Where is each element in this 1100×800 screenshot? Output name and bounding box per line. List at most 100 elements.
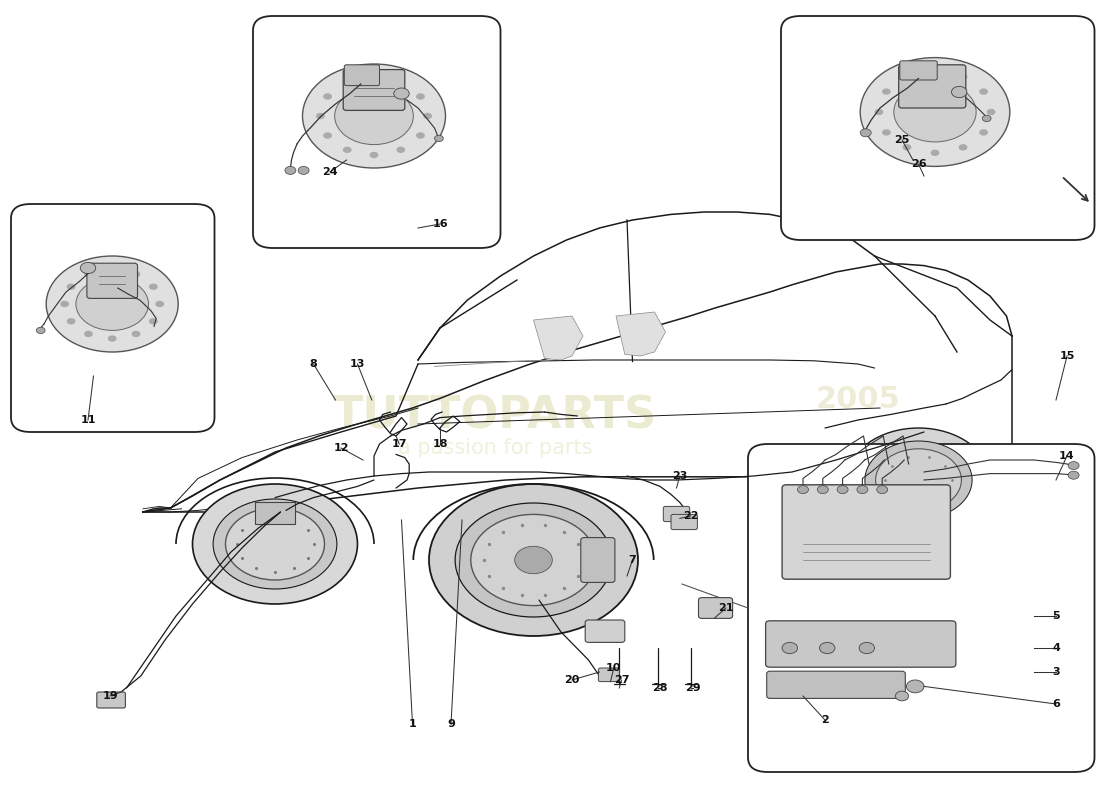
Circle shape (396, 146, 405, 153)
Text: 20: 20 (564, 675, 580, 685)
FancyBboxPatch shape (343, 70, 405, 110)
FancyBboxPatch shape (782, 485, 950, 579)
Text: 9: 9 (447, 719, 455, 729)
Circle shape (859, 642, 874, 654)
Circle shape (323, 94, 332, 100)
Circle shape (837, 486, 848, 494)
Circle shape (895, 691, 909, 701)
Circle shape (132, 271, 141, 278)
Text: 6: 6 (1052, 699, 1060, 709)
Circle shape (108, 266, 117, 273)
Circle shape (36, 327, 45, 334)
Circle shape (860, 58, 1010, 166)
Circle shape (298, 166, 309, 174)
Text: 28: 28 (652, 683, 668, 693)
Circle shape (416, 132, 425, 138)
Circle shape (226, 508, 324, 580)
FancyBboxPatch shape (899, 65, 966, 108)
Circle shape (471, 514, 596, 606)
Circle shape (213, 499, 337, 589)
Text: 3: 3 (1053, 667, 1059, 677)
Circle shape (148, 283, 157, 290)
FancyBboxPatch shape (663, 506, 690, 522)
FancyBboxPatch shape (748, 444, 1094, 772)
Text: 16: 16 (432, 219, 448, 229)
Circle shape (155, 301, 164, 307)
Circle shape (798, 486, 808, 494)
Text: 23: 23 (672, 471, 688, 481)
Circle shape (60, 301, 69, 307)
Circle shape (874, 109, 883, 115)
FancyBboxPatch shape (671, 514, 697, 530)
Circle shape (416, 94, 425, 100)
Text: 27: 27 (614, 675, 629, 685)
Text: TUTTOPARTS: TUTTOPARTS (333, 394, 657, 438)
Circle shape (876, 449, 961, 511)
Text: 15: 15 (1059, 351, 1075, 361)
Text: 7: 7 (628, 555, 637, 565)
Circle shape (424, 113, 432, 119)
Circle shape (958, 144, 968, 150)
Text: 4: 4 (1052, 643, 1060, 653)
Circle shape (334, 87, 414, 145)
Circle shape (857, 486, 868, 494)
Polygon shape (534, 316, 583, 360)
Circle shape (394, 88, 409, 99)
Text: 25: 25 (894, 135, 910, 145)
FancyBboxPatch shape (766, 621, 956, 667)
Circle shape (817, 486, 828, 494)
FancyBboxPatch shape (900, 61, 937, 80)
Circle shape (316, 113, 324, 119)
Circle shape (958, 74, 968, 80)
Circle shape (865, 441, 972, 519)
Circle shape (80, 262, 96, 274)
Circle shape (192, 484, 358, 604)
Circle shape (847, 428, 990, 532)
Circle shape (132, 330, 141, 337)
Circle shape (931, 68, 939, 74)
Circle shape (882, 88, 891, 95)
Polygon shape (255, 502, 295, 524)
FancyBboxPatch shape (581, 538, 615, 582)
Circle shape (515, 546, 552, 574)
Circle shape (434, 135, 443, 142)
Circle shape (979, 130, 988, 136)
FancyBboxPatch shape (585, 620, 625, 642)
Circle shape (877, 486, 888, 494)
Circle shape (820, 642, 835, 654)
Circle shape (455, 503, 612, 617)
Circle shape (343, 79, 352, 86)
Text: 1: 1 (408, 719, 417, 729)
FancyBboxPatch shape (97, 692, 125, 708)
Circle shape (902, 74, 911, 80)
Circle shape (860, 129, 871, 137)
Text: 8: 8 (309, 359, 318, 369)
Circle shape (782, 642, 797, 654)
Text: 12: 12 (333, 443, 349, 453)
FancyBboxPatch shape (253, 16, 500, 248)
FancyBboxPatch shape (11, 204, 214, 432)
Circle shape (370, 152, 378, 158)
Circle shape (982, 115, 991, 122)
Text: 21: 21 (718, 603, 734, 613)
Text: 13: 13 (350, 359, 365, 369)
Circle shape (343, 146, 352, 153)
Circle shape (429, 484, 638, 636)
Text: 14: 14 (1059, 451, 1075, 461)
Text: 18: 18 (432, 439, 448, 449)
Circle shape (396, 79, 405, 86)
Text: 29: 29 (685, 683, 701, 693)
Text: 2: 2 (821, 715, 829, 725)
FancyBboxPatch shape (767, 671, 905, 698)
Text: a passion for parts: a passion for parts (398, 438, 592, 458)
Text: 10: 10 (606, 663, 621, 673)
Circle shape (46, 256, 178, 352)
Circle shape (84, 330, 92, 337)
Text: 17: 17 (392, 439, 407, 449)
Text: 2005: 2005 (815, 386, 901, 414)
Circle shape (148, 318, 157, 325)
Circle shape (987, 109, 996, 115)
FancyBboxPatch shape (698, 598, 733, 618)
FancyBboxPatch shape (87, 263, 138, 298)
Text: 11: 11 (80, 415, 96, 425)
